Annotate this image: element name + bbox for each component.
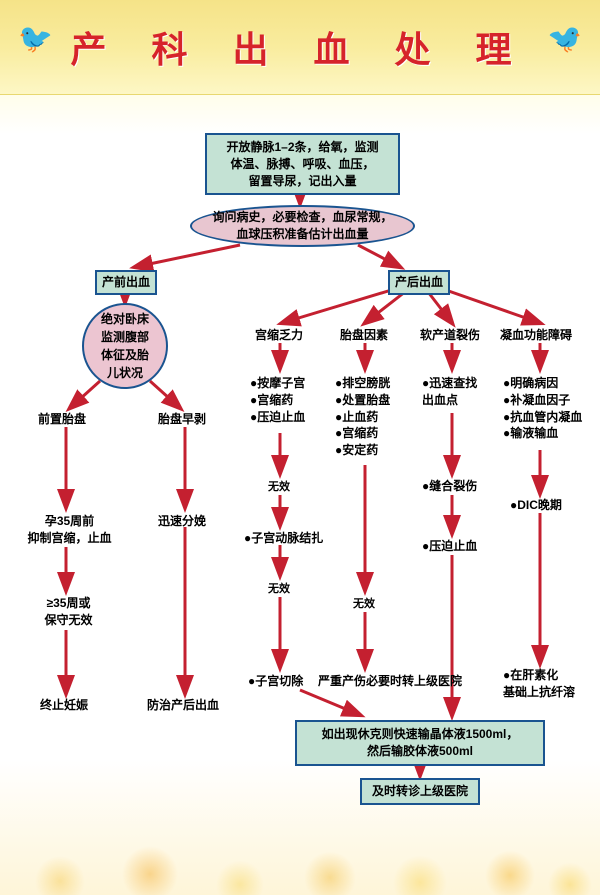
abruption-label: 胎盘早剥 — [158, 411, 206, 428]
col1-bullets: ●按摩子宫 ●宫缩药 ●压迫止血 — [250, 375, 305, 425]
col1-noeffect1: 无效 — [268, 478, 290, 494]
header-banner: 🐦 产 科 出 血 处 理 🐦 — [0, 0, 600, 95]
transfer-box: 及时转诊上级医院 — [360, 778, 480, 805]
footer-decoration — [0, 825, 600, 895]
prevent-pph-label: 防治产后出血 — [147, 697, 219, 714]
col1-noeffect2: 无效 — [268, 580, 290, 596]
bird-icon-left: 🐦 — [18, 22, 68, 72]
prenatal-box: 产前出血 — [95, 270, 157, 295]
flowchart-canvas: 开放静脉1–2条，给氧，监测 体温、脉搏、呼吸、血压， 留置导尿，记出入量 询问… — [0, 95, 600, 895]
laceration-header: 软产道裂伤 — [420, 327, 480, 344]
col3-compress: ●压迫止血 — [422, 538, 477, 555]
atony-header: 宫缩乏力 — [255, 327, 303, 344]
page-title: 产 科 出 血 处 理 — [70, 21, 529, 73]
rapid-delivery-label: 迅速分娩 — [158, 513, 206, 530]
shock-box: 如出现休克则快速输晶体液1500ml， 然后输胶体液500ml — [295, 720, 545, 766]
over35-label: ≥35周或 保守无效 — [36, 595, 101, 629]
col4-bullets: ●明确病因 ●补凝血因子 ●抗血管内凝血 ●输液输血 — [503, 375, 582, 442]
col4-heparin: ●在肝素化 基础上抗纤溶 — [503, 667, 575, 701]
col3-bullets: ●迅速查找 出血点 — [422, 375, 477, 409]
postnatal-box: 产后出血 — [388, 270, 450, 295]
terminate-label: 终止妊娠 — [40, 697, 88, 714]
history-ellipse: 询问病史，必要检查，血尿常规， 血球压积准备估计出血量 — [190, 205, 415, 247]
coag-header: 凝血功能障碍 — [500, 327, 572, 344]
col4-dic: ●DIC晚期 — [510, 497, 562, 514]
bedrest-circle: 绝对卧床 监测腹部 体征及胎 儿状况 — [82, 303, 168, 389]
col2-noeffect: 无效 — [353, 595, 375, 611]
start-box: 开放静脉1–2条，给氧，监测 体温、脉搏、呼吸、血压， 留置导尿，记出入量 — [205, 133, 400, 195]
placenta-header: 胎盘因素 — [340, 327, 388, 344]
before35-label: 孕35周前 抑制宫缩，止血 — [22, 513, 117, 547]
placenta-previa-label: 前置胎盘 — [38, 411, 86, 428]
col2-transfer: 严重产伤必要时转上级医院 — [318, 673, 478, 690]
bird-icon-right: 🐦 — [532, 22, 582, 72]
col3-suture: ●缝合裂伤 — [422, 478, 477, 495]
col1-hysterectomy: ●子宫切除 — [248, 673, 303, 690]
col2-bullets: ●排空膀胱 ●处置胎盘 ●止血药 ●宫缩药 ●安定药 — [335, 375, 390, 459]
col1-ligation: ●子宫动脉结扎 — [244, 530, 323, 547]
